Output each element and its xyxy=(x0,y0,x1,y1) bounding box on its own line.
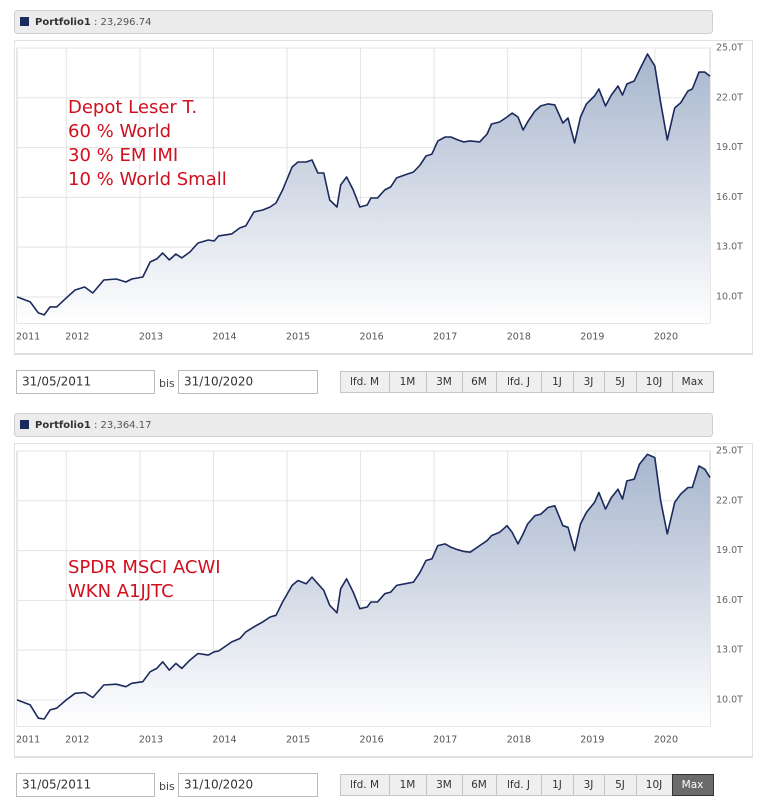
legend-value: : 23,364.17 xyxy=(94,420,151,431)
range-button-label[interactable]: 5J xyxy=(615,376,625,388)
x-tick-label: 2013 xyxy=(139,735,163,746)
range-button-label[interactable]: 3J xyxy=(584,779,594,791)
legend-value: : 23,296.74 xyxy=(94,17,151,28)
range-button-label[interactable]: 10J xyxy=(646,779,662,791)
x-tick-label: 2014 xyxy=(212,735,236,746)
range-button-label[interactable]: 1M xyxy=(400,779,416,791)
date-to-text: 31/10/2020 xyxy=(184,375,253,389)
y-tick-label: 10.0T xyxy=(716,291,743,302)
range-button-label[interactable]: lfd. J xyxy=(507,779,530,791)
range-button-label[interactable]: 1J xyxy=(552,376,562,388)
annotation: 30 % EM IMI xyxy=(68,145,178,166)
chart-frame xyxy=(14,443,753,757)
legend-bar xyxy=(14,10,713,34)
range-button-label[interactable]: 3M xyxy=(436,376,452,388)
range-button-label[interactable]: 5J xyxy=(615,779,625,791)
range-button-label[interactable]: Max xyxy=(682,376,704,388)
range-button-label[interactable]: 6M xyxy=(471,779,487,791)
range-button-label[interactable]: 1J xyxy=(552,779,562,791)
x-tick-label: 2019 xyxy=(580,332,604,343)
x-tick-label: 2015 xyxy=(286,332,310,343)
annotation: 60 % World xyxy=(68,121,171,142)
x-tick-label: 2020 xyxy=(654,735,678,746)
range-button-label[interactable]: lfd. M xyxy=(350,376,379,388)
x-tick-label: 2013 xyxy=(139,332,163,343)
x-tick-label: 2011 xyxy=(16,735,40,746)
y-tick-label: 22.0T xyxy=(716,495,743,506)
y-tick-label: 16.0T xyxy=(716,192,743,203)
y-tick-label: 10.0T xyxy=(716,694,743,705)
y-tick-label: 25.0T xyxy=(716,446,743,457)
legend-swatch xyxy=(20,17,29,26)
chart-frame xyxy=(14,40,753,354)
date-to[interactable] xyxy=(178,773,318,797)
x-tick-label: 2018 xyxy=(507,332,531,343)
date-sep: bis xyxy=(159,780,175,793)
date-from[interactable] xyxy=(16,773,155,797)
date-sep: bis xyxy=(159,377,175,390)
y-tick-label: 25.0T xyxy=(716,43,743,54)
x-tick-label: 2012 xyxy=(65,735,89,746)
legend-name: Portfolio1 xyxy=(35,17,91,28)
date-from[interactable] xyxy=(16,370,155,394)
legend-swatch xyxy=(20,420,29,429)
annotation: Depot Leser T. xyxy=(68,97,197,118)
annotation: WKN A1JJTC xyxy=(68,581,174,602)
y-tick-label: 16.0T xyxy=(716,595,743,606)
date-to-text: 31/10/2020 xyxy=(184,778,253,792)
range-button[interactable] xyxy=(672,371,714,393)
area xyxy=(17,54,710,323)
range-button-label[interactable]: 1M xyxy=(400,376,416,388)
x-tick-label: 2015 xyxy=(286,735,310,746)
range-button[interactable] xyxy=(672,774,714,796)
y-tick-label: 22.0T xyxy=(716,92,743,103)
annotation: 10 % World Small xyxy=(68,169,227,190)
y-tick-label: 19.0T xyxy=(716,545,743,556)
x-tick-label: 2014 xyxy=(212,332,236,343)
line xyxy=(16,453,711,720)
range-button-label[interactable]: lfd. M xyxy=(350,779,379,791)
x-tick-label: 2012 xyxy=(65,332,89,343)
range-button-label[interactable]: 10J xyxy=(646,376,662,388)
y-tick-label: 13.0T xyxy=(716,242,743,253)
legend-bar xyxy=(14,413,713,437)
x-tick-label: 2017 xyxy=(433,332,457,343)
x-tick-label: 2016 xyxy=(360,332,384,343)
range-button-label[interactable]: lfd. J xyxy=(507,376,530,388)
x-tick-label: 2017 xyxy=(433,735,457,746)
legend-name: Portfolio1 xyxy=(35,420,91,431)
y-tick-label: 13.0T xyxy=(716,645,743,656)
annotation: SPDR MSCI ACWI xyxy=(68,557,221,578)
date-from-text: 31/05/2011 xyxy=(22,375,91,389)
range-button-label[interactable]: 3J xyxy=(584,376,594,388)
date-from-text: 31/05/2011 xyxy=(22,778,91,792)
date-to[interactable] xyxy=(178,370,318,394)
area xyxy=(17,454,710,726)
x-tick-label: 2020 xyxy=(654,332,678,343)
x-tick-label: 2018 xyxy=(507,735,531,746)
x-tick-label: 2011 xyxy=(16,332,40,343)
range-button-label[interactable]: 3M xyxy=(436,779,452,791)
y-tick-label: 19.0T xyxy=(716,142,743,153)
x-tick-label: 2016 xyxy=(360,735,384,746)
x-tick-label: 2019 xyxy=(580,735,604,746)
line xyxy=(16,53,711,316)
range-button-label[interactable]: Max xyxy=(682,779,704,791)
range-button-label[interactable]: 6M xyxy=(471,376,487,388)
